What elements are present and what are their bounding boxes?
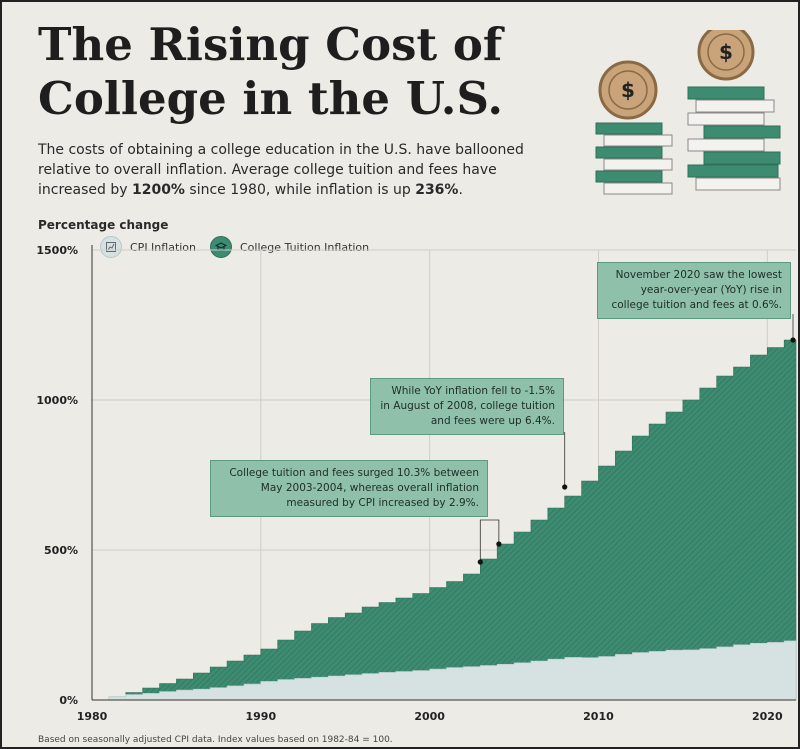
annotation-bracket-2003 <box>479 519 500 562</box>
svg-text:$: $ <box>719 40 733 64</box>
chart-axes <box>91 245 796 701</box>
college-increase-value: 1200% <box>131 182 185 198</box>
x-tick-label: 2020 <box>752 710 783 723</box>
tick-labels: 1980 1990 2000 2010 2020 0% 500% 1000% 1500% <box>36 244 783 723</box>
annotation-leaders <box>477 314 796 565</box>
y-tick-label: 500% <box>44 544 78 557</box>
series-college-tuition-area <box>92 339 797 701</box>
inflation-increase-value: 236% <box>415 182 459 198</box>
chart-areas <box>92 339 797 701</box>
x-tick-label: 1980 <box>77 710 108 723</box>
y-axis-title: Percentage change <box>38 218 169 232</box>
chart-icon <box>100 236 122 258</box>
annotation-dot <box>477 559 483 565</box>
annotation-dot <box>790 337 796 343</box>
annotation-2020: November 2020 saw the lowest year-over-y… <box>597 262 791 319</box>
x-tick-label: 2000 <box>414 710 445 723</box>
x-tick-label: 2010 <box>583 710 614 723</box>
footnote: Based on seasonally adjusted CPI data. I… <box>38 735 393 745</box>
annotation-2008: While YoY inflation fell to -1.5% in Aug… <box>370 378 564 435</box>
annotation-dot <box>496 541 502 547</box>
series-cpi-area <box>92 640 797 701</box>
annotation-dot <box>562 484 568 490</box>
x-tick-label: 1990 <box>246 710 277 723</box>
page-title: The Rising Cost of College in the U.S. <box>38 18 504 125</box>
svg-text:$: $ <box>621 78 635 102</box>
right-stack: $ <box>687 30 781 191</box>
coin-stack-icon: $ $ <box>595 30 781 195</box>
left-stack: $ <box>595 60 673 195</box>
y-tick-label: 1000% <box>36 394 78 407</box>
y-tick-label: 0% <box>59 694 78 707</box>
y-tick-label: 1500% <box>36 244 78 257</box>
annotation-2003: College tuition and fees surged 10.3% be… <box>210 460 488 517</box>
intro-text: The costs of obtaining a college educati… <box>38 142 524 198</box>
